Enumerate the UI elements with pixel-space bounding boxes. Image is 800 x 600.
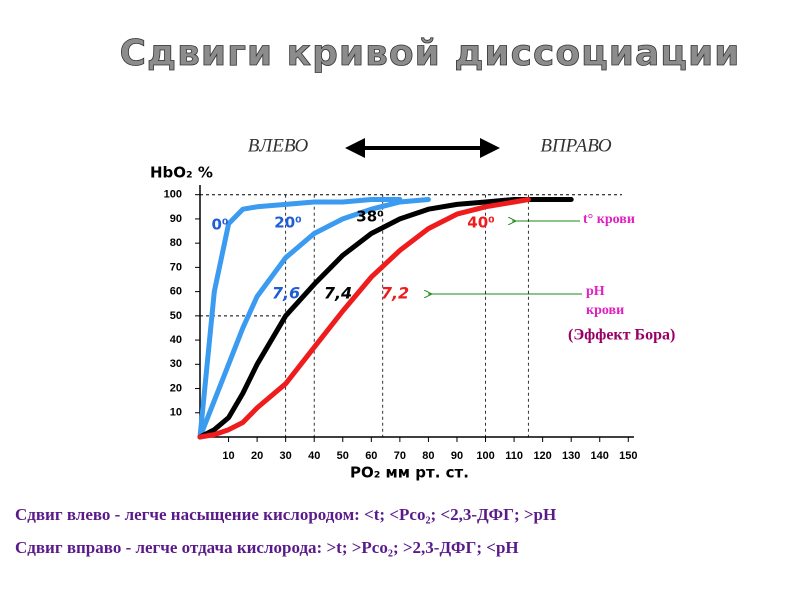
x-tick-label: 80 <box>422 450 434 462</box>
y-tick-label: 80 <box>170 237 182 249</box>
x-tick-label: 90 <box>451 450 463 462</box>
bohr-note: (Эффект Бора) <box>568 327 675 344</box>
y-tick-label: 20 <box>170 382 182 394</box>
y-tick-label: 30 <box>170 358 182 370</box>
series-label: 40⁰ <box>467 214 494 232</box>
curve <box>197 197 431 440</box>
x-tick-label: 40 <box>308 450 320 462</box>
x-tick-label: 10 <box>222 450 234 462</box>
temp-note: t° крови <box>583 212 635 227</box>
ph-label: 7,2 <box>381 284 409 303</box>
right-label: ВПРАВО <box>540 135 612 156</box>
series-label: 38⁰ <box>356 208 383 226</box>
y-tick-label: 100 <box>164 189 182 201</box>
curve <box>197 197 403 440</box>
footer-line: Сдвиг влево - легче насыщение кислородом… <box>15 505 556 524</box>
x-tick-label: 20 <box>251 450 263 462</box>
y-axis-label: HbO₂ % <box>150 164 213 182</box>
x-tick-label: 50 <box>337 450 349 462</box>
x-tick-label: 120 <box>533 450 551 462</box>
ph-label: 7,6 <box>272 284 300 303</box>
x-tick-label: 150 <box>619 450 637 462</box>
y-tick-label: 60 <box>170 286 182 298</box>
curve <box>197 197 531 440</box>
curve <box>197 197 574 440</box>
title: Сдвиги кривой диссоциации <box>120 33 741 74</box>
ph-label: 7,4 <box>324 284 352 303</box>
y-tick-label: 10 <box>170 407 182 419</box>
ph-note: крови <box>586 303 624 318</box>
x-axis-label: PO₂ мм рт. ст. <box>350 464 469 482</box>
y-tick-label: 50 <box>170 310 182 322</box>
y-tick-label: 40 <box>170 334 182 346</box>
footer-line: Сдвиг вправо - легче отдача кислорода: >… <box>15 538 519 557</box>
x-tick-label: 130 <box>562 450 580 462</box>
x-tick-label: 100 <box>476 450 494 462</box>
series-label: 20⁰ <box>274 214 301 232</box>
left-label: ВЛЕВО <box>248 135 309 156</box>
y-tick-label: 70 <box>170 261 182 273</box>
y-tick-label: 90 <box>170 213 182 225</box>
ph-note: pH <box>586 284 605 299</box>
x-tick-label: 60 <box>365 450 377 462</box>
x-tick-label: 110 <box>505 450 523 462</box>
x-tick-label: 30 <box>280 450 292 462</box>
x-tick-label: 140 <box>591 450 609 462</box>
series-label: 0⁰ <box>211 216 228 234</box>
x-tick-label: 70 <box>394 450 406 462</box>
